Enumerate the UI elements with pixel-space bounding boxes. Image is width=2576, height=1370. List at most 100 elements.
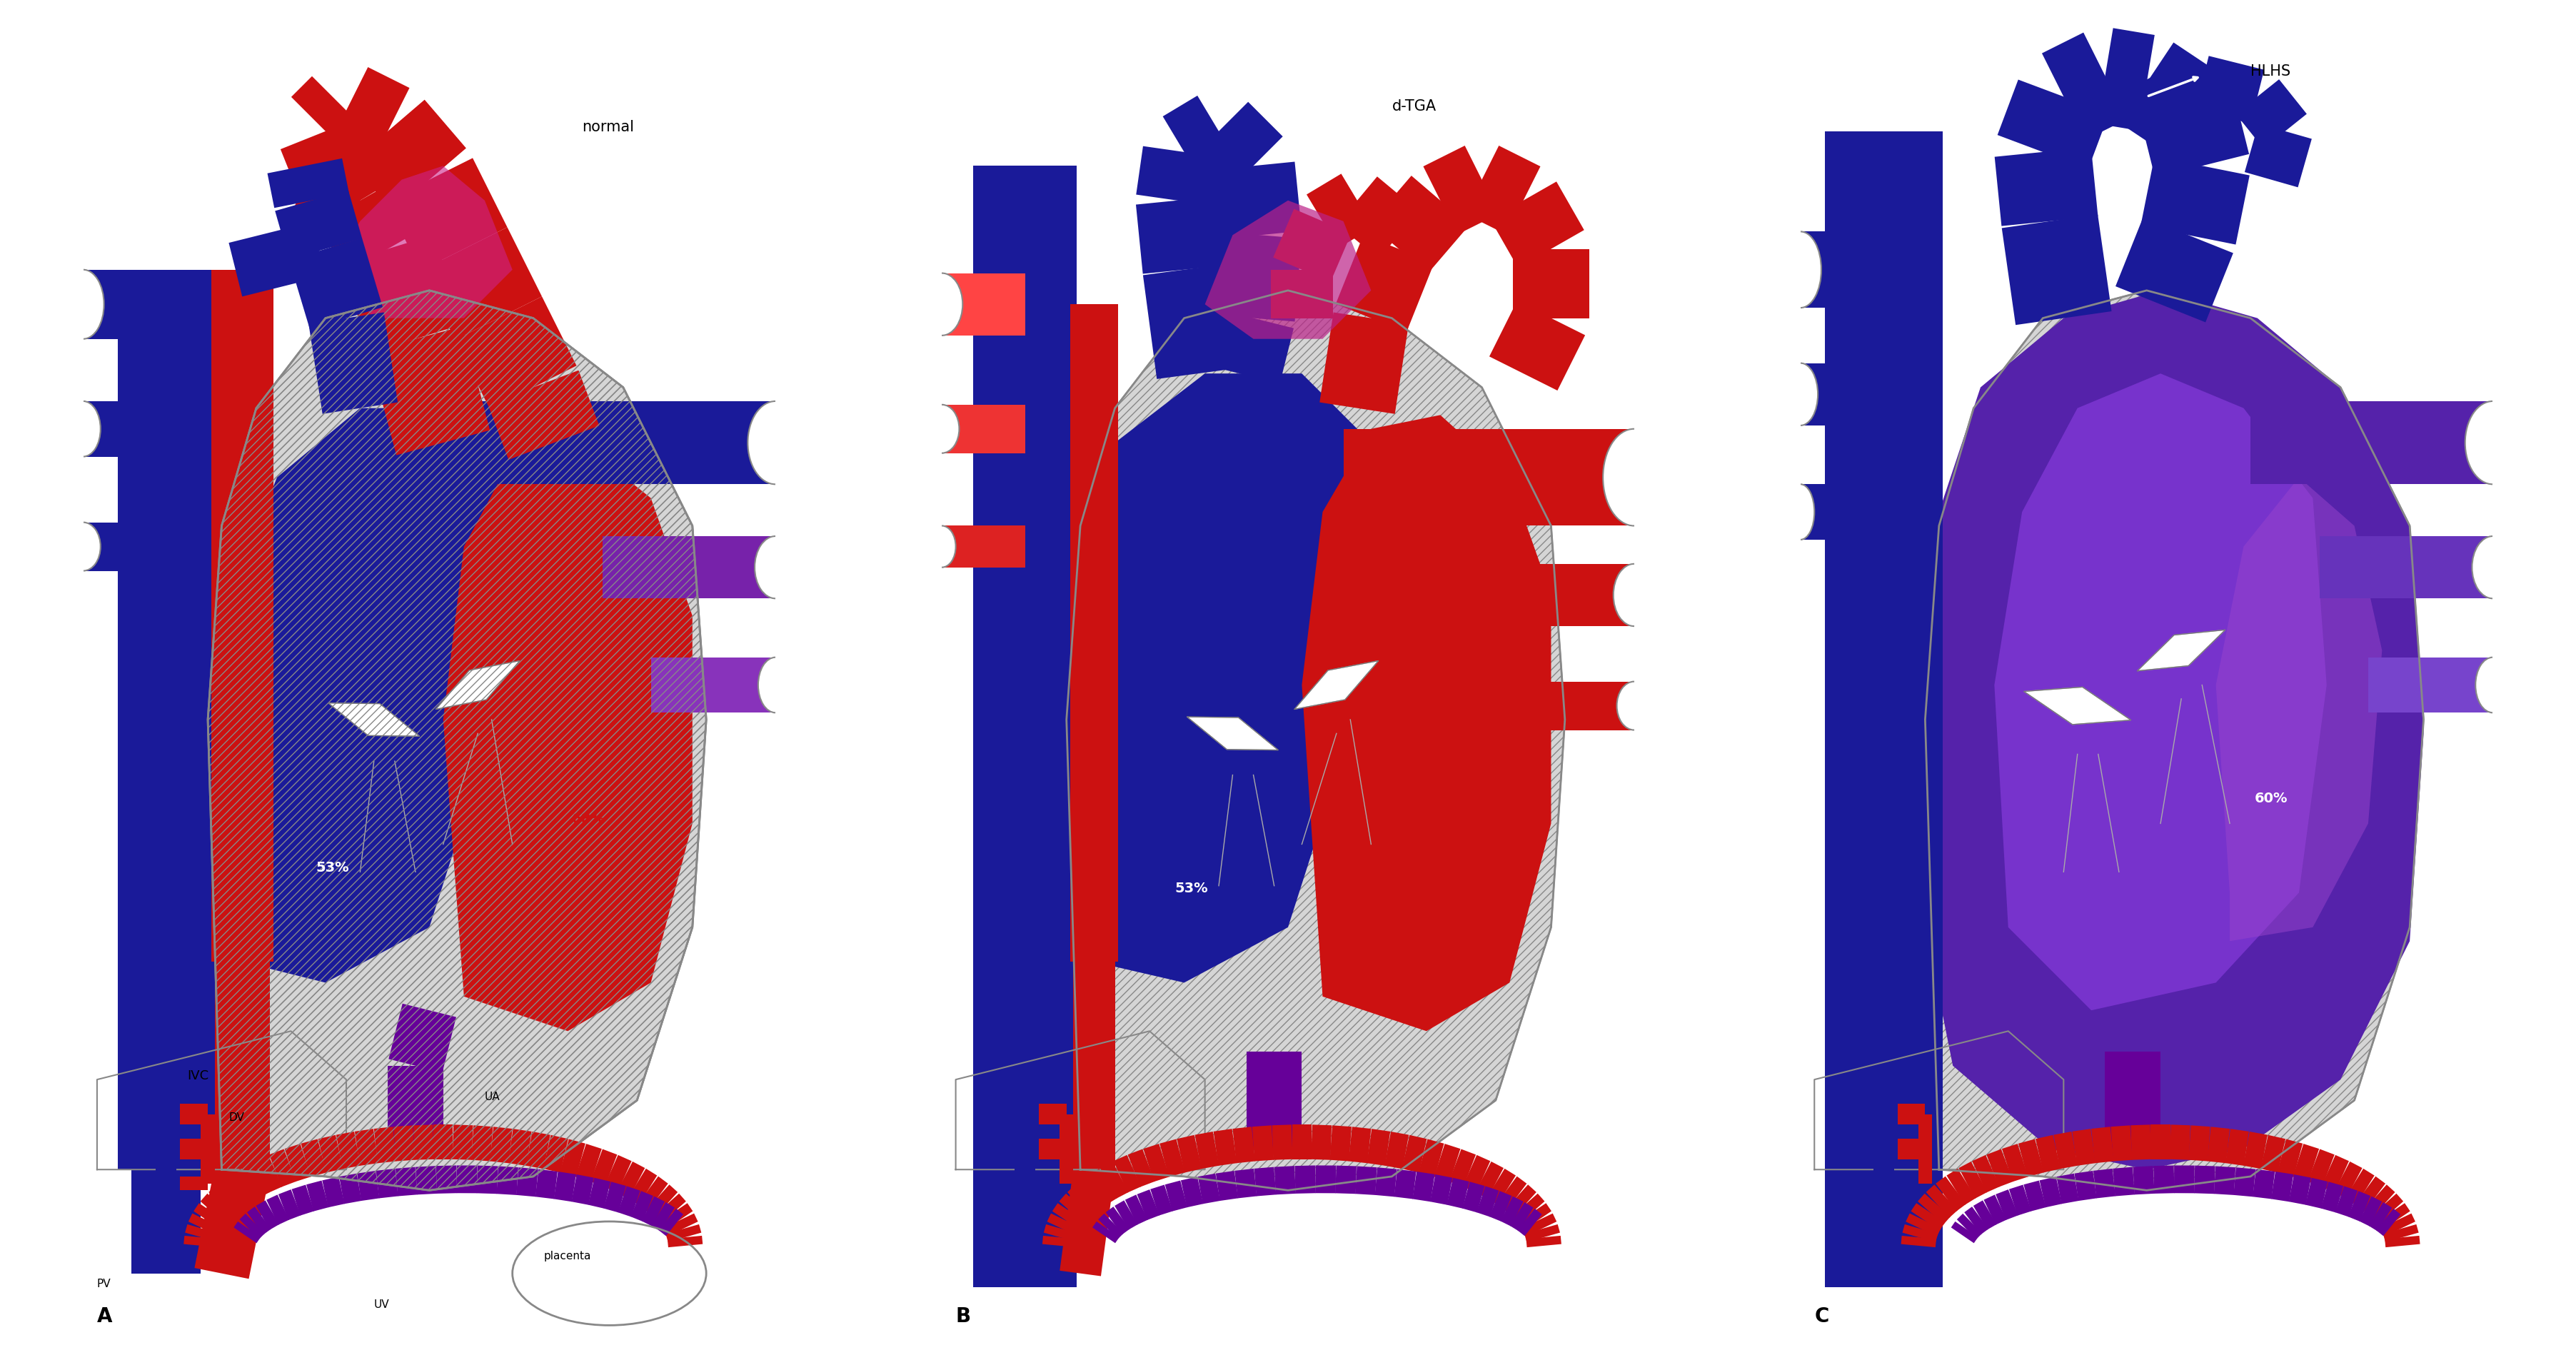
Ellipse shape (1780, 232, 1821, 308)
Polygon shape (1873, 1156, 1893, 1273)
Polygon shape (2344, 1169, 2375, 1204)
Polygon shape (1935, 1177, 1965, 1211)
Polygon shape (2277, 1138, 2303, 1177)
Polygon shape (1059, 1114, 1074, 1184)
Ellipse shape (930, 285, 953, 323)
Polygon shape (278, 1189, 301, 1221)
Polygon shape (456, 1166, 477, 1193)
Polygon shape (453, 1125, 474, 1160)
Polygon shape (2040, 1177, 2061, 1207)
Polygon shape (2154, 1166, 2174, 1193)
Polygon shape (2321, 1155, 2349, 1193)
Polygon shape (587, 1178, 611, 1208)
Polygon shape (2380, 1214, 2416, 1237)
Polygon shape (997, 1104, 1038, 1125)
Polygon shape (319, 1134, 343, 1173)
Polygon shape (368, 326, 489, 455)
Polygon shape (2251, 401, 2494, 484)
Polygon shape (2385, 1236, 2419, 1247)
Polygon shape (1213, 162, 1301, 240)
Polygon shape (654, 1193, 685, 1225)
Ellipse shape (2465, 401, 2519, 484)
Polygon shape (276, 190, 363, 259)
Text: B: B (956, 1306, 971, 1326)
Polygon shape (386, 158, 507, 271)
Polygon shape (1517, 1208, 1543, 1236)
Polygon shape (394, 1125, 415, 1162)
Polygon shape (265, 1195, 289, 1225)
Polygon shape (2141, 156, 2249, 245)
Polygon shape (270, 1149, 296, 1186)
Polygon shape (1430, 1174, 1453, 1204)
Polygon shape (1911, 1203, 1945, 1230)
Polygon shape (1958, 1214, 1984, 1238)
Polygon shape (659, 1203, 693, 1230)
Polygon shape (2272, 1171, 2293, 1201)
Polygon shape (2133, 1166, 2154, 1195)
Ellipse shape (1793, 496, 1808, 529)
Polygon shape (2092, 1126, 2115, 1163)
Text: 60%: 60% (2254, 792, 2287, 806)
Polygon shape (247, 1207, 270, 1234)
Polygon shape (2306, 1178, 2329, 1208)
Polygon shape (1319, 312, 1409, 414)
Polygon shape (2151, 1125, 2169, 1159)
Polygon shape (1074, 962, 1115, 1170)
Polygon shape (943, 404, 1025, 453)
Polygon shape (1270, 270, 1332, 318)
Polygon shape (301, 1138, 327, 1177)
Text: A: A (98, 1306, 113, 1326)
Polygon shape (229, 222, 325, 296)
Polygon shape (1334, 1166, 1358, 1193)
Polygon shape (289, 238, 384, 329)
Polygon shape (185, 1225, 222, 1243)
Polygon shape (471, 1125, 492, 1162)
Polygon shape (536, 1169, 556, 1199)
Polygon shape (1973, 1200, 1996, 1230)
Polygon shape (943, 526, 1025, 567)
Ellipse shape (755, 536, 796, 599)
Polygon shape (335, 114, 407, 182)
Polygon shape (1275, 1166, 1296, 1195)
Text: d-TGA: d-TGA (1391, 99, 1437, 114)
Polygon shape (1144, 264, 1239, 379)
Polygon shape (2009, 1185, 2032, 1215)
Polygon shape (974, 166, 1077, 1288)
Polygon shape (389, 1066, 443, 1149)
Polygon shape (2074, 1171, 2097, 1201)
Polygon shape (2213, 1166, 2236, 1195)
Polygon shape (1965, 1207, 1989, 1234)
Polygon shape (2053, 1132, 2079, 1169)
Ellipse shape (1613, 564, 1654, 626)
Ellipse shape (765, 669, 786, 701)
Polygon shape (1376, 1167, 1396, 1197)
Polygon shape (1425, 145, 1499, 234)
Polygon shape (343, 234, 461, 353)
Polygon shape (1499, 1196, 1522, 1226)
Polygon shape (2141, 99, 2249, 178)
Polygon shape (397, 1167, 417, 1196)
Polygon shape (1984, 1195, 2007, 1225)
Polygon shape (1151, 1185, 1172, 1215)
Polygon shape (1216, 1171, 1239, 1201)
Polygon shape (659, 1208, 683, 1236)
Ellipse shape (2483, 669, 2504, 701)
Polygon shape (487, 370, 600, 460)
Polygon shape (327, 703, 420, 736)
Polygon shape (1973, 1155, 1999, 1193)
Polygon shape (1801, 484, 1883, 540)
Ellipse shape (933, 534, 951, 559)
Polygon shape (209, 290, 706, 1191)
Polygon shape (1113, 1155, 1141, 1193)
Polygon shape (2334, 1162, 2362, 1199)
Polygon shape (1087, 1169, 1118, 1204)
Polygon shape (2244, 123, 2311, 188)
Polygon shape (268, 159, 348, 208)
Polygon shape (358, 1171, 379, 1201)
Ellipse shape (1788, 247, 1814, 293)
Polygon shape (1144, 1144, 1170, 1182)
Polygon shape (1342, 429, 1633, 526)
Polygon shape (1917, 1193, 1950, 1225)
Polygon shape (2195, 1166, 2215, 1193)
Polygon shape (1463, 1182, 1484, 1212)
